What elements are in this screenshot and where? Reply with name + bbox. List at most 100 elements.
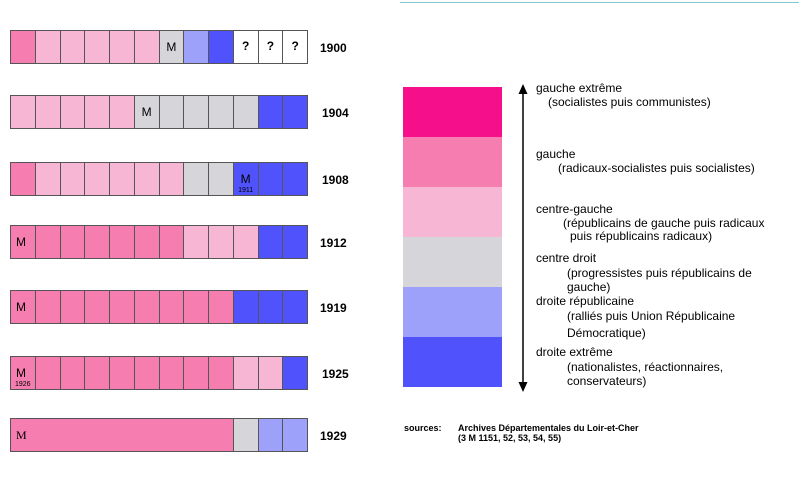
election-row-1929: M	[10, 418, 308, 454]
seat-cell: ?	[232, 30, 259, 64]
seat-cell	[109, 225, 135, 259]
seat-cell	[183, 290, 209, 324]
election-year-label: 1904	[322, 106, 349, 120]
legend-description: (radicaux-socialistes puis socialistes)	[558, 161, 755, 175]
seat-cell	[158, 290, 185, 324]
seat-cell	[183, 95, 209, 129]
seat-cell	[158, 95, 185, 129]
seat-cell	[208, 30, 234, 64]
seat-cell	[232, 418, 259, 452]
legend-description: (républicains de gauche puis radicaux	[563, 216, 765, 230]
seat-cell	[109, 162, 135, 196]
legend-swatch-droite-republicaine	[403, 287, 502, 337]
seat-cell	[84, 356, 110, 390]
seat-cell	[183, 356, 209, 390]
election-row-1900: M???	[10, 30, 308, 66]
seat-cell	[59, 95, 86, 129]
election-year-label: 1929	[320, 429, 347, 443]
legend-label-gauche-extreme: gauche extrême	[536, 81, 623, 95]
legend-label-centre-gauche: centre-gauche	[536, 202, 613, 216]
seat-cell	[34, 30, 61, 64]
seat-cell	[34, 162, 61, 196]
seat-cell	[59, 290, 86, 324]
seat-cell	[183, 30, 209, 64]
election-row-1925: M 1926	[10, 356, 308, 392]
seat-cell	[282, 225, 308, 259]
legend-label-centre-droit: centre droit	[536, 251, 597, 265]
seat-cell	[34, 290, 61, 324]
seat-cell	[84, 290, 110, 324]
seat-cell	[59, 225, 86, 259]
seat-cell	[34, 225, 61, 259]
seat-cell	[183, 225, 209, 259]
unknown-seat-mark: ?	[266, 39, 275, 53]
seat-mark: M	[16, 428, 27, 442]
seat-cell	[257, 225, 284, 259]
seat-cell	[59, 30, 86, 64]
seat-cell: M 1911	[232, 162, 259, 196]
legend-description: (progressistes puis républicains de	[567, 266, 752, 280]
seat-cell	[59, 356, 86, 390]
sources-line-1: Archives Départementales du Loir-et-Cher	[458, 423, 639, 433]
seat-cell: ?	[282, 30, 308, 64]
seat-cell	[208, 162, 234, 196]
legend-description: (nationalistes, réactionnaires,	[567, 360, 724, 374]
seat-cell	[84, 162, 110, 196]
seat-cell	[109, 290, 135, 324]
seat-cell	[158, 356, 185, 390]
election-rows: M??? 1900 M 1904 M 1911 1908 M 1912 M 1919 M 1926 192…	[10, 30, 349, 454]
seat-cell	[208, 95, 234, 129]
seat-mark: M	[166, 40, 177, 54]
election-year-label: 1908	[322, 173, 349, 187]
legend-description: puis républicains radicaux)	[570, 229, 713, 243]
seat-mark: M	[16, 235, 26, 249]
seat-cell	[133, 356, 160, 390]
seat-cell	[10, 30, 36, 64]
seat-cell	[133, 225, 160, 259]
seat-cell	[208, 356, 234, 390]
legend-swatch-gauche	[403, 137, 502, 187]
seat-cell: M	[10, 290, 36, 324]
seat-cell	[232, 290, 259, 324]
legend-swatch-centre-gauche	[403, 187, 502, 237]
seat-cell	[208, 290, 234, 324]
seat-cell	[183, 162, 209, 196]
left-right-arrow-icon	[518, 84, 528, 392]
seat-cell	[34, 95, 61, 129]
seat-cell	[59, 162, 86, 196]
seat-mark: M	[16, 300, 26, 314]
seat-cell	[282, 95, 308, 129]
unknown-seat-mark: ?	[291, 39, 299, 53]
seat-cell	[133, 162, 160, 196]
legend-label-droite-republicaine: droite républicaine	[536, 294, 635, 308]
seat-cell	[133, 290, 160, 324]
seat-cell	[232, 356, 259, 390]
seat-cell	[257, 356, 284, 390]
seat-cell	[158, 162, 185, 196]
seat-cell: M	[10, 225, 36, 259]
legend-swatch-droite-extreme	[403, 337, 502, 387]
seat-cell: M	[10, 418, 234, 452]
top-rule	[400, 2, 799, 3]
seat-cell	[232, 95, 259, 129]
legend-swatch-gauche-extreme	[403, 87, 502, 137]
seat-mark: M	[141, 105, 152, 119]
seat-mark-year: 1926	[15, 381, 31, 388]
seat-cell: M	[133, 95, 160, 129]
seat-cell	[10, 162, 36, 196]
seat-cell	[257, 290, 284, 324]
seat-cell	[34, 356, 61, 390]
election-row-1908: M 1911	[10, 162, 308, 198]
seat-cell	[282, 290, 308, 324]
seat-cell	[109, 356, 135, 390]
seat-mark: M	[240, 172, 251, 186]
election-year-label: 1900	[320, 41, 347, 55]
seat-cell	[158, 225, 185, 259]
seat-cell: ?	[257, 30, 284, 64]
legend-swatch-centre-droit	[403, 237, 502, 287]
legend-description: gauche)	[567, 280, 611, 294]
election-row-1919: M	[10, 290, 308, 326]
seat-cell	[84, 95, 110, 129]
seat-cell	[282, 356, 308, 390]
seat-cell	[109, 30, 135, 64]
